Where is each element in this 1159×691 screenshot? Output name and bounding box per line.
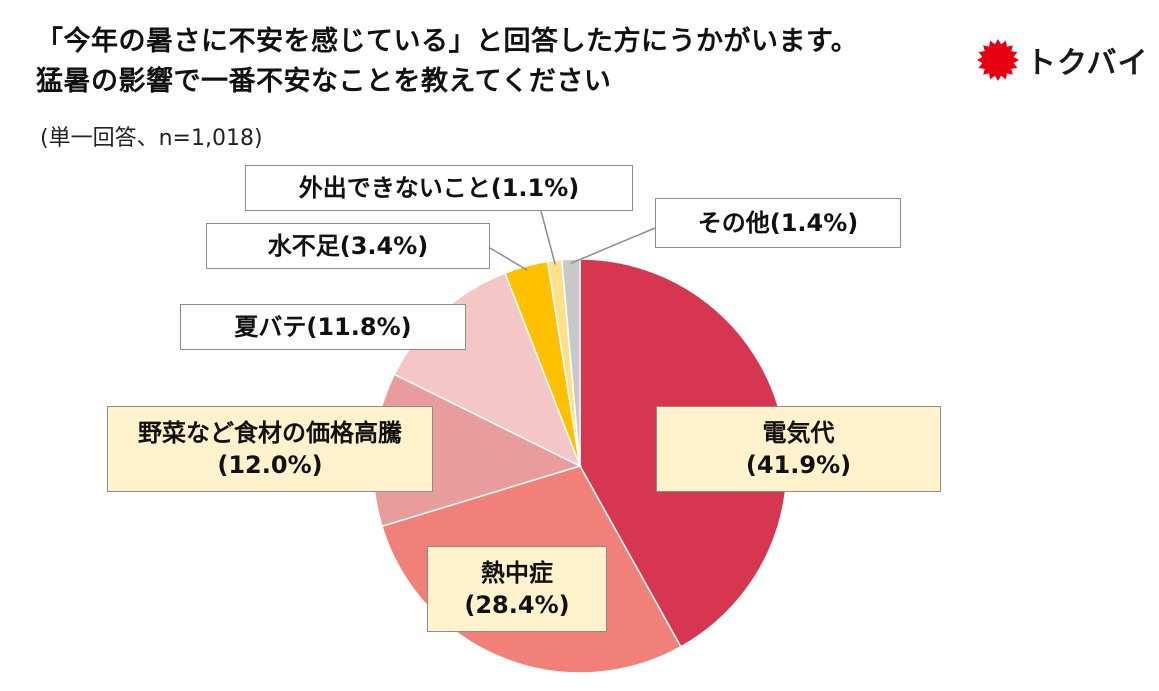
label-summer-fatigue: 夏バテ (11.8%) — [180, 304, 466, 350]
label-food-prices: 野菜など食材の価格高騰 (12.0%) — [107, 406, 433, 492]
label-heatstroke: 熱中症 (28.4%) — [427, 546, 607, 632]
label-water-shortage-pct: (3.4%) — [339, 232, 429, 260]
title-line-2: 猛暑の影響で一番不安なことを教えてください — [36, 66, 612, 97]
label-summer-fatigue-pct: (11.8%) — [306, 313, 412, 341]
label-water-shortage-name: 水不足 — [267, 232, 340, 260]
label-other: その他 (1.4%) — [655, 198, 901, 248]
label-other-name: その他 — [697, 209, 770, 237]
label-cannot-go-out-name: 外出できないこと — [298, 174, 491, 202]
label-electricity-pct: (41.9%) — [745, 451, 852, 479]
label-heatstroke-pct: (28.4%) — [464, 591, 570, 619]
leader-other — [570, 227, 656, 264]
leader-water-shortage — [489, 247, 528, 271]
label-summer-fatigue-name: 夏バテ — [234, 313, 307, 341]
label-other-pct: (1.4%) — [769, 209, 859, 237]
sample-note: (単一回答、n=1,018) — [40, 126, 263, 151]
red-starburst-icon — [977, 39, 1019, 81]
leader-cannot-go-out — [540, 210, 556, 265]
label-water-shortage: 水不足 (3.4%) — [206, 223, 490, 269]
title-line-1: 「今年の暑さに不安を感じている」と回答した方にうかがいます。 — [36, 26, 859, 57]
logo-text: トクバイ — [1026, 46, 1149, 81]
label-electricity: 電気代 (41.9%) — [656, 406, 941, 492]
label-electricity-name: 電気代 — [762, 419, 835, 447]
tokubai-logo: トクバイ — [976, 38, 1149, 82]
label-food-prices-pct: (12.0%) — [217, 451, 323, 479]
label-cannot-go-out: 外出できないこと (1.1%) — [245, 165, 633, 211]
chart-title: 「今年の暑さに不安を感じている」と回答した方にうかがいます。 猛暑の影響で一番不… — [36, 22, 858, 102]
label-heatstroke-name: 熱中症 — [481, 559, 553, 587]
label-food-prices-name: 野菜など食材の価格高騰 — [138, 419, 402, 447]
label-cannot-go-out-pct: (1.1%) — [490, 174, 580, 202]
